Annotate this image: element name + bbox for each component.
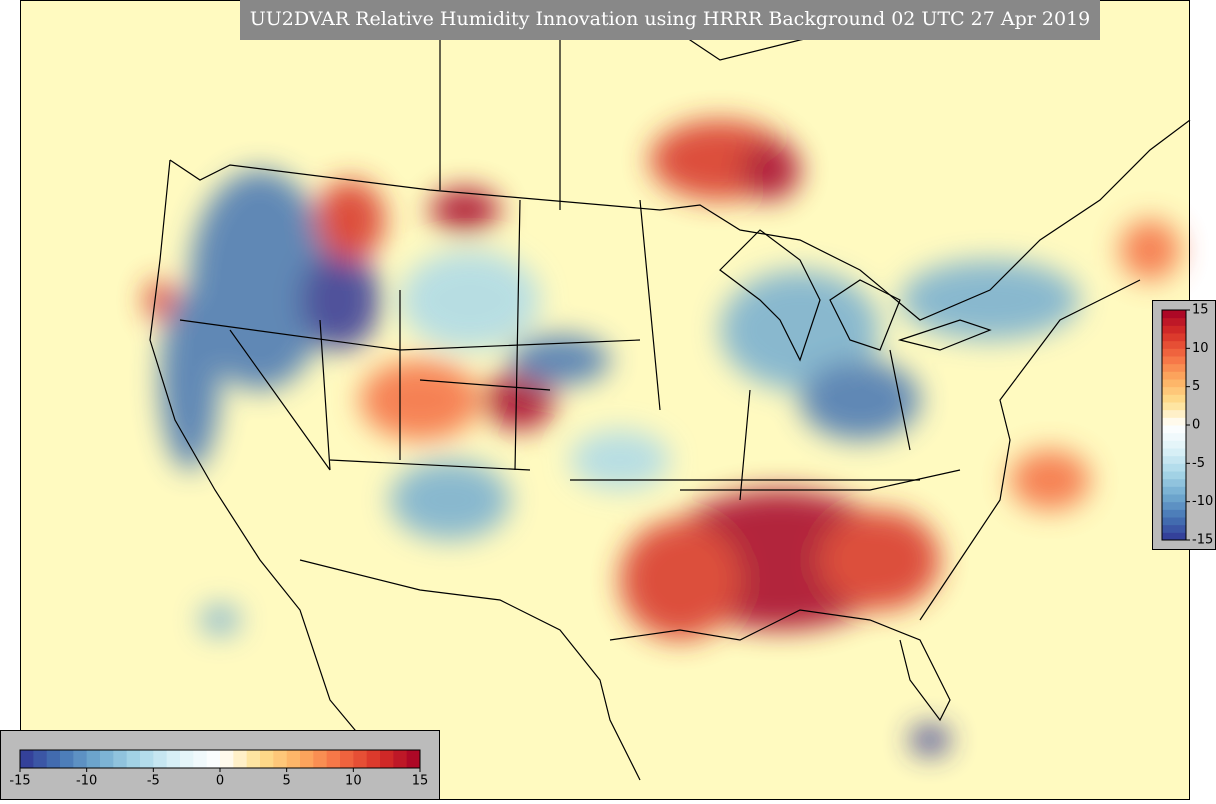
colorbar-step <box>73 750 88 768</box>
colorbar-step <box>20 750 34 768</box>
colorbar-step <box>366 750 381 768</box>
colorbar-step <box>1162 348 1186 357</box>
colorbar-step <box>1162 386 1186 395</box>
colorbar-step <box>233 750 248 768</box>
colorbar-step <box>260 750 274 768</box>
colorbar-step <box>153 750 168 768</box>
colorbar-step <box>206 750 221 768</box>
colorbar-step <box>1162 440 1186 449</box>
colorbar-step <box>313 750 328 768</box>
tick-label: 5 <box>1192 379 1200 394</box>
colorbar-step <box>60 750 74 768</box>
colorbar-step <box>1162 509 1186 518</box>
title-box <box>240 0 1100 40</box>
colorbar-step <box>100 750 114 768</box>
colorbar-step <box>1162 517 1186 526</box>
colorbar-step <box>180 750 194 768</box>
colorbar-step <box>1162 532 1186 541</box>
colorbar-step <box>166 750 181 768</box>
colorbar-step <box>326 750 341 768</box>
colorbar-step <box>1162 356 1186 365</box>
tick-label: 10 <box>345 774 362 789</box>
tick-label: -5 <box>1192 456 1205 471</box>
title: UU2DVAR Relative Humidity Innovation usi… <box>250 8 1091 30</box>
tick-label: -10 <box>1192 494 1213 509</box>
colorbar-step <box>1162 371 1186 380</box>
humidity-field <box>145 120 1180 755</box>
tick-label: 15 <box>412 774 429 789</box>
colorbar-step <box>1162 432 1186 441</box>
colorbar-step <box>86 750 101 768</box>
colorbar-step <box>1162 394 1186 403</box>
colorbar-step <box>46 750 61 768</box>
colorbar-step <box>1162 402 1186 411</box>
colorbar-step <box>1162 425 1186 434</box>
colorbar-step <box>1162 340 1186 349</box>
colorbar-step <box>1162 325 1186 334</box>
colorbar-step <box>140 750 154 768</box>
colorbar-step <box>246 750 261 768</box>
colorbar-step <box>406 750 421 768</box>
colorbar-step <box>220 750 234 768</box>
colorbar-step <box>1162 455 1186 464</box>
tick-label: 10 <box>1192 341 1209 356</box>
colorbar-step <box>286 750 301 768</box>
colorbar-step <box>273 750 288 768</box>
tick-label: 5 <box>283 774 291 789</box>
colorbar-step <box>1162 417 1186 426</box>
tick-label: -15 <box>9 774 30 789</box>
colorbar-step <box>300 750 314 768</box>
boundaries <box>149 19 1191 781</box>
tick-label: -15 <box>1192 533 1213 548</box>
colorbar-step <box>353 750 368 768</box>
tick-label: -10 <box>76 774 97 789</box>
colorbar-step <box>1162 463 1186 472</box>
tick-label: 0 <box>216 774 224 789</box>
colorbar-step <box>33 750 48 768</box>
colorbar-step <box>113 750 128 768</box>
colorbar-step <box>1162 478 1186 487</box>
colorbar-step <box>1162 448 1186 457</box>
colorbar-step <box>1162 471 1186 480</box>
colorbar-step <box>393 750 408 768</box>
colorbar-step <box>1162 486 1186 495</box>
colorbar-step <box>193 750 208 768</box>
colorbar-step <box>1162 379 1186 388</box>
colorbar-step <box>380 750 394 768</box>
colorbar-step <box>1162 310 1186 319</box>
colorbar-step <box>1162 494 1186 503</box>
colorbar-step <box>340 750 354 768</box>
colorbar-step <box>1162 333 1186 342</box>
map <box>20 0 1191 800</box>
colorbar-step <box>126 750 141 768</box>
colorbar-step <box>1162 501 1186 510</box>
colorbar-step <box>1162 363 1186 372</box>
colorbar-step <box>1162 317 1186 326</box>
colorbar-step <box>1162 409 1186 418</box>
tick-label: 15 <box>1192 303 1209 318</box>
tick-label: -5 <box>147 774 160 789</box>
colorbar-step <box>1162 524 1186 533</box>
tick-label: 0 <box>1192 418 1200 433</box>
